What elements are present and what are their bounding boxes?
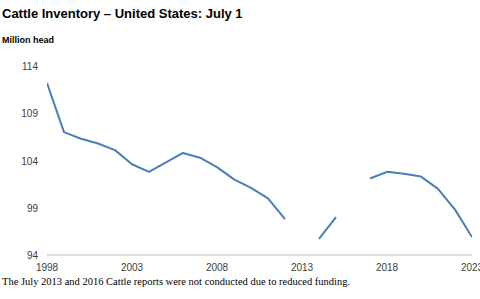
title: Cattle Inventory – United States: July 1 (2, 6, 243, 21)
y-tick-label: 99 (27, 203, 39, 214)
y-axis-label: Million head (2, 35, 54, 45)
x-axis-line (47, 255, 472, 256)
chart: Cattle Inventory – United States: July 1… (0, 0, 480, 299)
y-tick-label: 109 (21, 108, 38, 119)
y-tick-label: 104 (21, 156, 38, 167)
x-tick-label: 2003 (121, 262, 144, 273)
x-tick-label: 2008 (206, 262, 229, 273)
y-tick-label: 94 (27, 250, 39, 261)
plot-area (47, 83, 472, 239)
x-tick-label: 2013 (291, 262, 314, 273)
x-tick-label: 2018 (376, 262, 399, 273)
x-tick-label: 2023 (461, 262, 480, 273)
y-tick-label: 114 (22, 61, 38, 72)
line-series (47, 83, 472, 239)
x-tick-label: 1998 (36, 262, 59, 273)
footnote: The July 2013 and 2016 Cattle reports we… (2, 276, 350, 287)
